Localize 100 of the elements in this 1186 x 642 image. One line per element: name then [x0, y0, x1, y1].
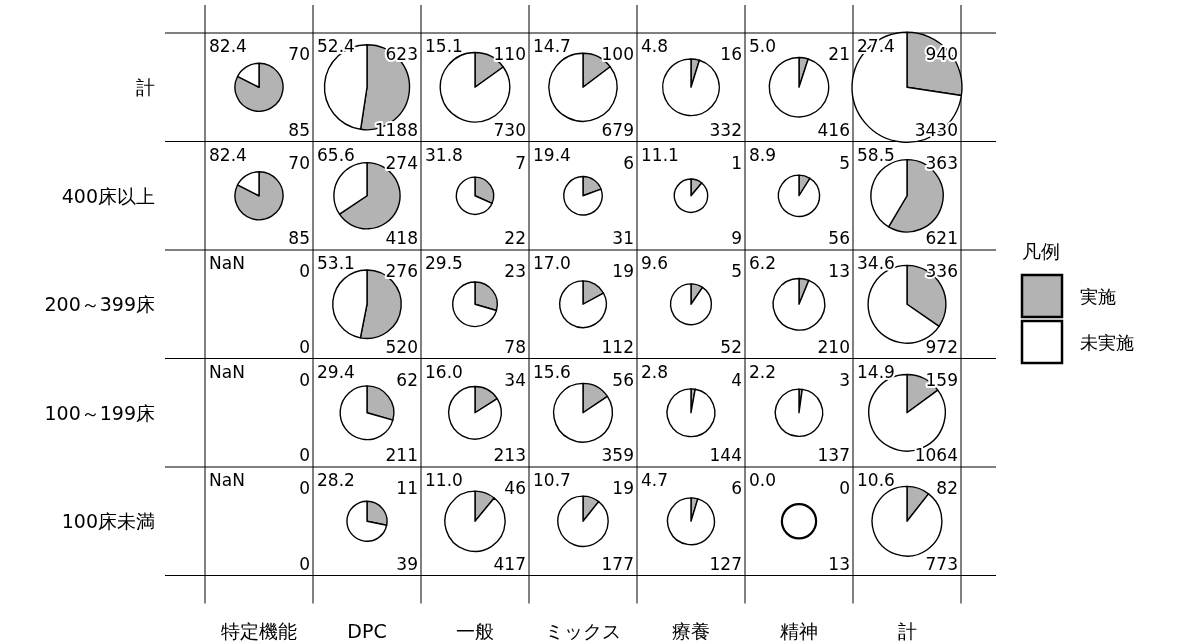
- text: 2.2: [749, 361, 777, 382]
- text: 10.7: [533, 470, 571, 490]
- text: 31: [612, 228, 634, 248]
- text: 972: [925, 336, 958, 357]
- text: 13: [828, 261, 850, 281]
- category-label: 特定機能: [221, 620, 297, 642]
- text: 15.1: [425, 36, 463, 56]
- text: 1188: [374, 119, 418, 140]
- category-label: DPC: [347, 620, 387, 642]
- text: 100: [601, 44, 634, 64]
- text: 211: [385, 445, 418, 465]
- category-label: 療養: [672, 620, 710, 642]
- text: 16: [720, 44, 742, 64]
- text: 11: [396, 478, 418, 498]
- category-label: 200～399床: [44, 293, 155, 316]
- category-label: 100床未満: [61, 510, 155, 533]
- text: 70: [288, 152, 310, 173]
- text: 82.4: [209, 36, 247, 56]
- text: 159: [925, 369, 958, 390]
- text: 332: [709, 119, 742, 140]
- text: 5.0: [749, 36, 777, 56]
- text: 19.4: [533, 144, 571, 165]
- text: 85: [288, 119, 310, 140]
- category-label: 計: [136, 76, 155, 99]
- text: 82: [936, 478, 958, 498]
- legend-title: 凡例: [1022, 240, 1060, 262]
- text: 0: [299, 369, 310, 390]
- category-label: 400床以上: [61, 184, 155, 207]
- text: 70: [288, 44, 310, 64]
- text: 13: [828, 553, 850, 574]
- text: 78: [504, 336, 526, 357]
- category-label: 100～199床: [44, 401, 155, 424]
- text: 418: [385, 228, 418, 248]
- text: 127: [709, 553, 742, 574]
- text: 10.6: [857, 470, 895, 490]
- text: 1064: [914, 445, 958, 465]
- text: 8.9: [749, 144, 777, 165]
- text: 5: [839, 152, 850, 173]
- text: 46: [504, 478, 526, 498]
- text: 417: [493, 553, 526, 574]
- text: 621: [925, 228, 958, 248]
- text: 0: [839, 478, 850, 498]
- text: 359: [601, 445, 634, 465]
- text: 85: [288, 228, 310, 248]
- text: 0: [299, 553, 310, 574]
- text: 5: [731, 261, 742, 281]
- text: 4.7: [641, 470, 669, 490]
- text: 62: [396, 369, 418, 390]
- text: NaN: [209, 361, 245, 382]
- text: 6: [731, 478, 742, 498]
- text: 7: [515, 152, 526, 173]
- text: 112: [601, 336, 634, 357]
- text: 137: [817, 445, 850, 465]
- text: 3: [839, 369, 850, 390]
- text: 39: [396, 553, 418, 574]
- text: 0: [299, 478, 310, 498]
- category-label: 一般: [456, 620, 494, 642]
- text: 29.4: [317, 361, 355, 382]
- text: 82.4: [209, 144, 247, 165]
- text: 9: [731, 228, 742, 248]
- text: 53.1: [317, 253, 355, 273]
- text: 17.0: [533, 253, 571, 273]
- text: 274: [385, 152, 418, 173]
- text: 28.2: [317, 470, 355, 490]
- text: 16.0: [425, 361, 463, 382]
- text: 336: [925, 261, 958, 281]
- text: 177: [601, 553, 634, 574]
- text: 0: [299, 336, 310, 357]
- text: NaN: [209, 253, 245, 273]
- text: 22: [504, 228, 526, 248]
- text: NaN: [209, 470, 245, 490]
- text: 11.0: [425, 470, 463, 490]
- text: 56: [828, 228, 850, 248]
- category-label: 計: [897, 620, 917, 642]
- text: 0.0: [749, 470, 777, 490]
- text: 19: [612, 478, 634, 498]
- text: 0: [299, 261, 310, 281]
- text: 416: [817, 119, 850, 140]
- text: 34.6: [857, 253, 895, 273]
- text: 19: [612, 261, 634, 281]
- text: 0: [299, 445, 310, 465]
- legend-label: 未実施: [1080, 332, 1134, 353]
- text: 34: [504, 369, 526, 390]
- text: 276: [385, 261, 418, 281]
- text: 23: [504, 261, 526, 281]
- category-label: ミックス: [545, 620, 621, 642]
- text: 6: [623, 152, 634, 173]
- text: 29.5: [425, 253, 463, 273]
- text: 4: [731, 369, 742, 390]
- text: 56: [612, 369, 634, 390]
- text: 65.6: [317, 144, 355, 165]
- legend-label: 実施: [1080, 286, 1116, 307]
- text: 773: [925, 553, 958, 574]
- text: 14.9: [857, 361, 895, 382]
- text: 11.1: [641, 144, 679, 165]
- text: 9.6: [641, 253, 669, 273]
- text: 1: [731, 152, 742, 173]
- text: 14.7: [533, 36, 571, 56]
- text: 15.6: [533, 361, 571, 382]
- text: 4.8: [641, 36, 669, 56]
